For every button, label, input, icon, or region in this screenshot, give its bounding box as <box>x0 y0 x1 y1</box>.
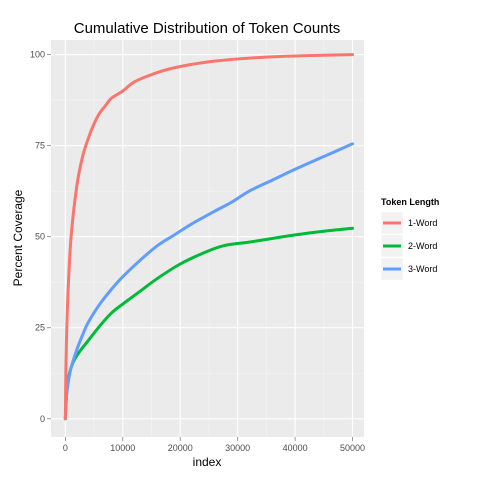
chart-title: Cumulative Distribution of Token Counts <box>74 20 341 37</box>
y-tick-label: 0 <box>40 414 45 424</box>
x-tick-label: 10000 <box>110 443 135 453</box>
y-tick-label: 100 <box>30 50 45 60</box>
series-line-3-word <box>63 142 355 421</box>
legend-title: Token Length <box>381 197 439 207</box>
x-axis: 0 10000 20000 30000 40000 50000 <box>63 437 365 453</box>
y-tick-label: 75 <box>35 141 45 151</box>
x-tick-label: 30000 <box>225 443 250 453</box>
y-axis: 0 25 50 75 100 <box>30 50 51 424</box>
legend: Token Length 1-Word 2-Word 3-Word <box>380 197 439 281</box>
y-tick-label: 25 <box>35 323 45 333</box>
series-lines <box>63 53 355 421</box>
legend-label-1-word: 1-Word <box>408 218 437 228</box>
series-line-1-word <box>63 53 355 421</box>
x-tick-label: 50000 <box>340 443 365 453</box>
legend-label-3-word: 3-Word <box>408 264 437 274</box>
y-axis-title: Percent Coverage <box>11 189 25 286</box>
x-tick-label: 0 <box>63 443 68 453</box>
y-tick-label: 50 <box>35 232 45 242</box>
plot-background <box>51 40 364 437</box>
x-tick-label: 40000 <box>283 443 308 453</box>
x-axis-title: index <box>193 455 222 469</box>
legend-label-2-word: 2-Word <box>408 241 437 251</box>
grid-major <box>51 40 364 437</box>
grid-minor <box>51 40 364 437</box>
x-tick-label: 20000 <box>168 443 193 453</box>
